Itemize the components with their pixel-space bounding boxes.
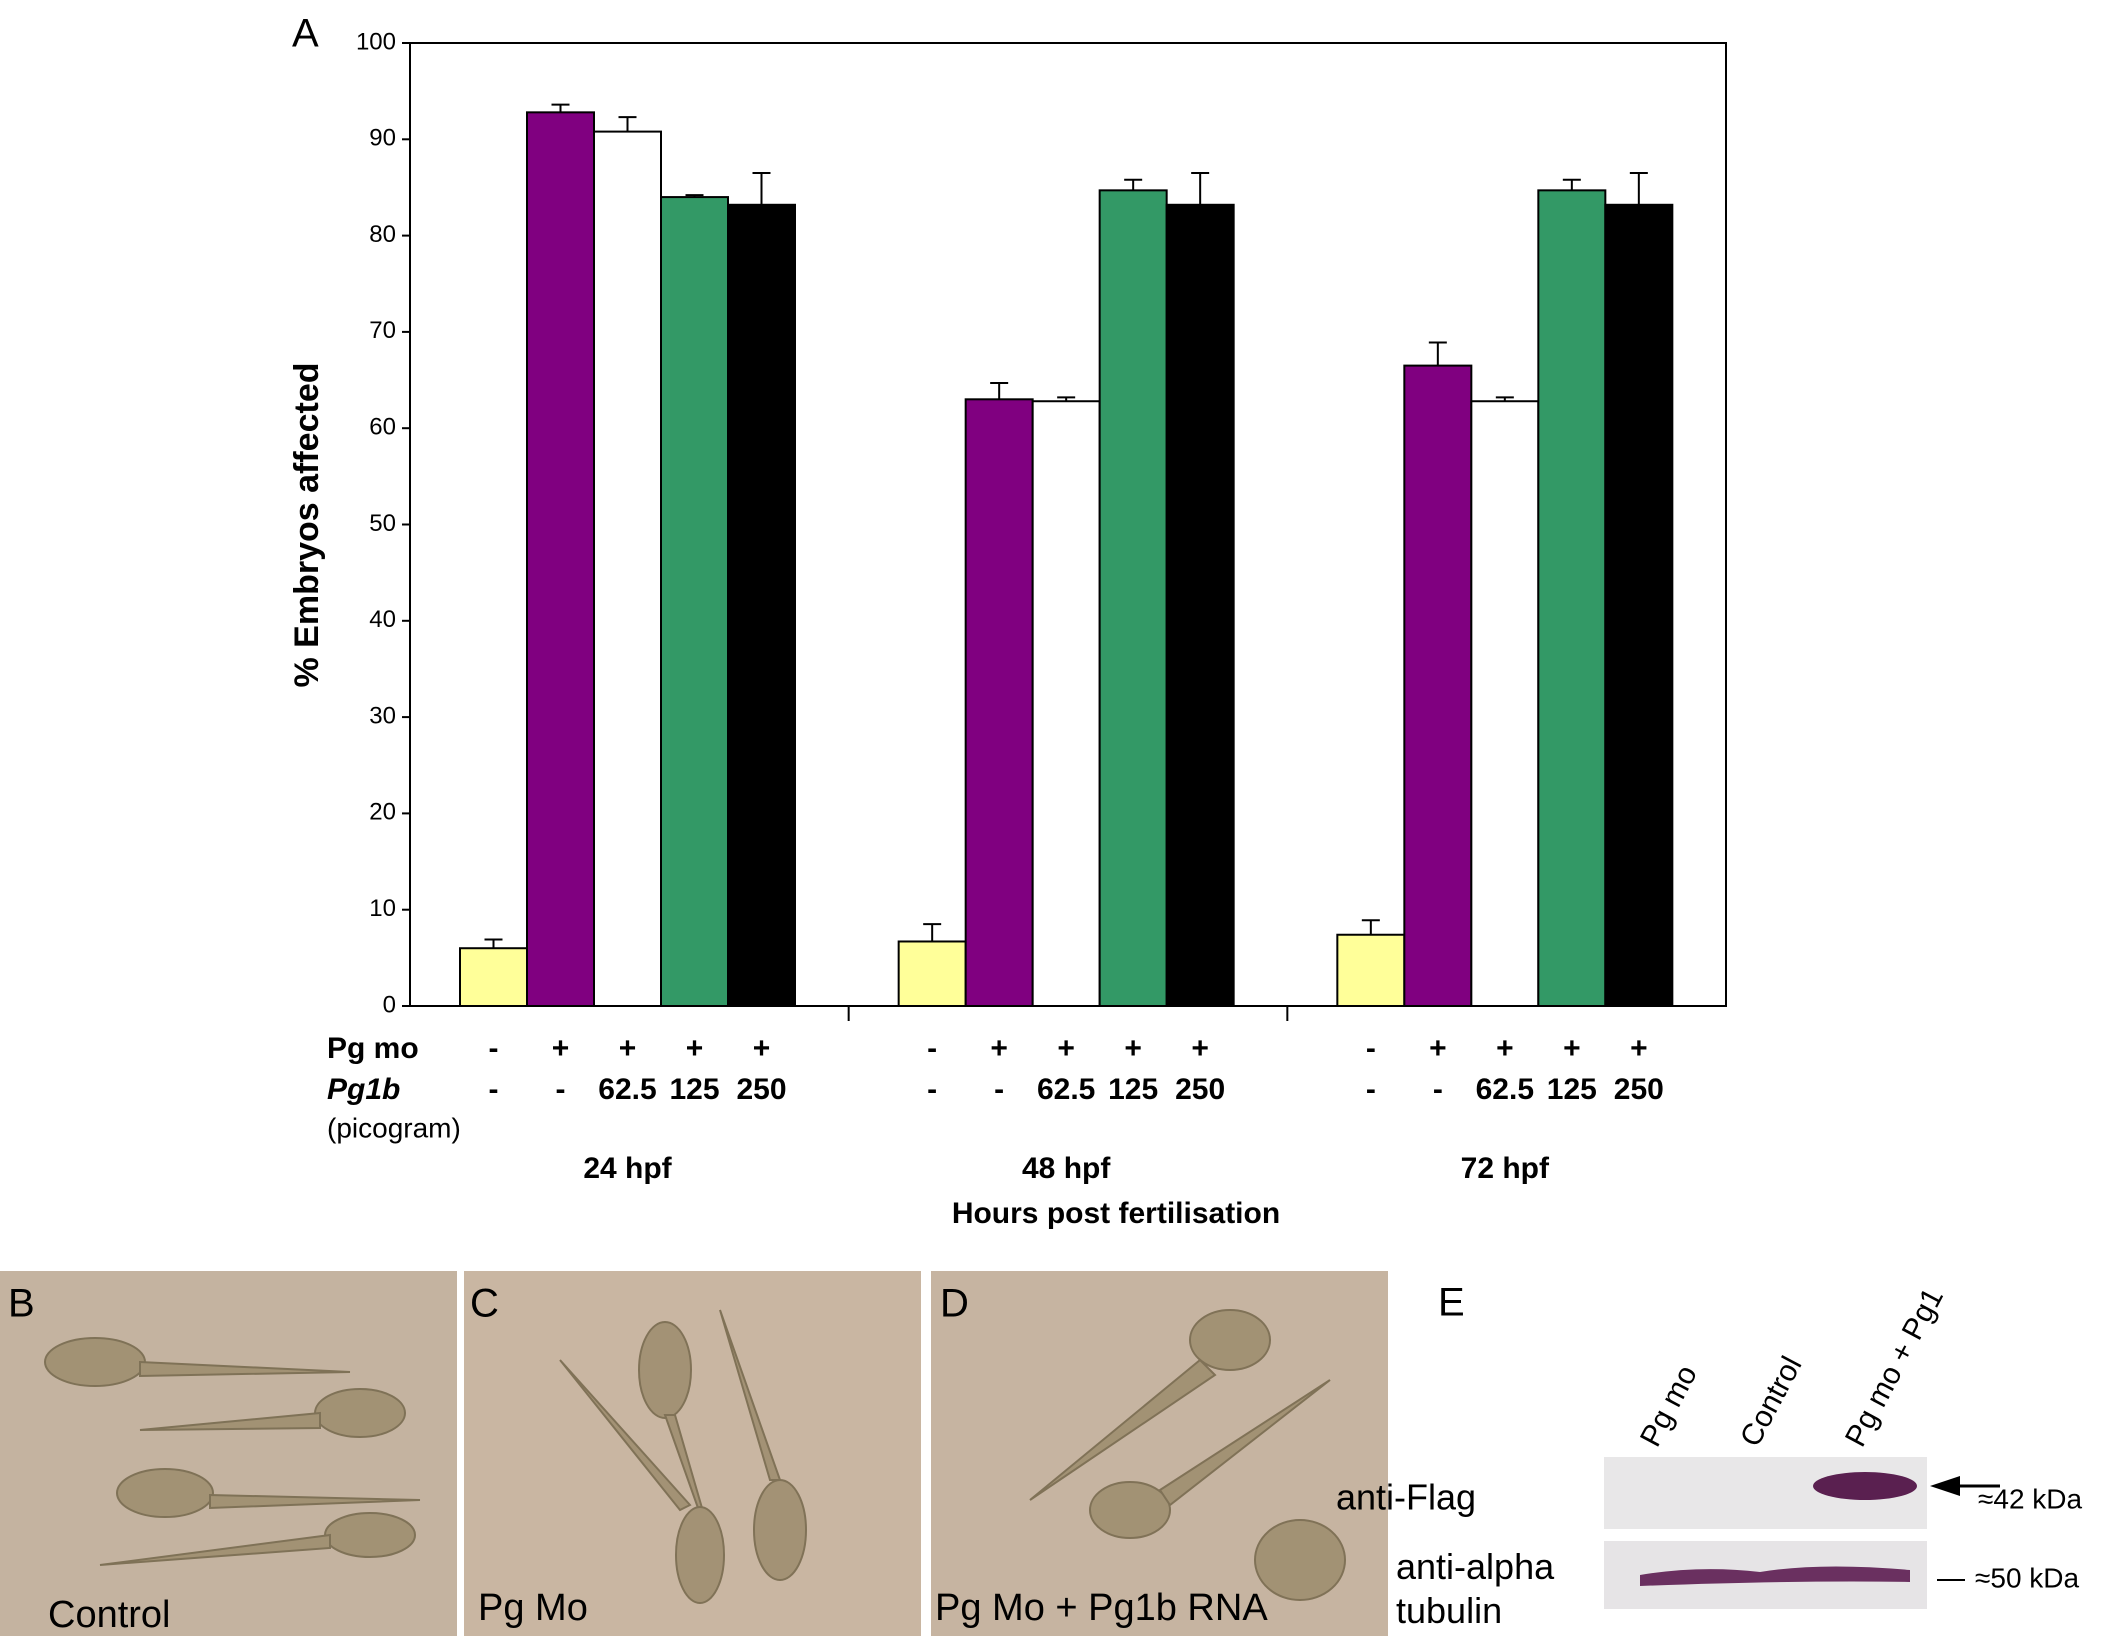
- condition-value: +: [1057, 1032, 1075, 1065]
- x-tick-label: 72 hpf: [1461, 1152, 1550, 1185]
- condition-value: -: [1433, 1073, 1443, 1106]
- row-label: anti-Flag: [1336, 1477, 1476, 1518]
- bar: [1403, 364, 1473, 1008]
- condition-value: +: [619, 1032, 637, 1065]
- condition-value: +: [1124, 1032, 1142, 1065]
- bar: [526, 111, 595, 1007]
- bar: [1336, 933, 1406, 1007]
- condition-value: +: [1563, 1032, 1581, 1065]
- condition-value: 250: [736, 1073, 786, 1106]
- x-tick-label: 48 hpf: [1022, 1152, 1111, 1185]
- y-tick-label: 50: [369, 510, 396, 537]
- y-tick-label: 30: [369, 702, 396, 729]
- y-axis-label: % Embryos affected: [288, 363, 326, 688]
- panel-letter: A: [292, 12, 319, 56]
- condition-value: 250: [1175, 1073, 1225, 1106]
- condition-value: -: [927, 1032, 937, 1065]
- condition-value: +: [1429, 1032, 1447, 1065]
- condition-value: -: [927, 1073, 937, 1106]
- y-tick-label: 70: [369, 317, 396, 344]
- lane-label: Control: [1734, 1351, 1809, 1452]
- condition-value: 125: [1108, 1073, 1158, 1106]
- row-label: anti-alpha tubulin: [1396, 1546, 1555, 1631]
- condition-value: +: [686, 1032, 704, 1065]
- condition-value: +: [1191, 1032, 1209, 1065]
- embryos: [44, 1337, 421, 1566]
- condition-value: +: [753, 1032, 771, 1065]
- bar: [1604, 203, 1674, 1007]
- photo-panel: [464, 1271, 921, 1636]
- bar: [1165, 203, 1235, 1007]
- condition-value: -: [489, 1032, 499, 1065]
- condition-label: Pg1b: [327, 1073, 400, 1106]
- condition-value: 62.5: [1476, 1073, 1534, 1106]
- panel-caption: Pg Mo: [478, 1587, 588, 1629]
- condition-value: +: [552, 1032, 570, 1065]
- lane-label: Pg mo: [1634, 1360, 1704, 1452]
- y-tick-label: 0: [383, 991, 396, 1018]
- panel-letter: B: [8, 1282, 35, 1326]
- bar: [459, 947, 528, 1007]
- panel-letter: E: [1438, 1281, 1465, 1325]
- size-label: ≈42 kDa: [1978, 1483, 2083, 1514]
- y-tick-label: 80: [369, 221, 396, 248]
- embryos: [559, 1309, 807, 1604]
- photo-panel: [931, 1271, 1388, 1636]
- condition-value: -: [556, 1073, 566, 1106]
- x-axis-label: Hours post fertilisation: [952, 1197, 1280, 1230]
- bar: [964, 398, 1034, 1007]
- y-tick-label: 20: [369, 799, 396, 826]
- condition-value: +: [1630, 1032, 1648, 1065]
- condition-value: -: [994, 1073, 1004, 1106]
- panel-letter: C: [470, 1282, 499, 1326]
- bar: [1470, 400, 1540, 1007]
- condition-value: +: [1496, 1032, 1514, 1065]
- condition-value: 62.5: [1037, 1073, 1095, 1106]
- condition-value: 125: [669, 1073, 719, 1106]
- y-tick-label: 90: [369, 125, 396, 152]
- condition-value: 125: [1547, 1073, 1597, 1106]
- condition-value: -: [489, 1073, 499, 1106]
- condition-value: -: [1366, 1073, 1376, 1106]
- bar: [1537, 189, 1607, 1008]
- bar: [593, 130, 662, 1007]
- condition-value: -: [1366, 1032, 1376, 1065]
- y-tick-label: 10: [369, 895, 396, 922]
- panel-caption: Control: [48, 1594, 171, 1636]
- panel-letter: D: [940, 1282, 969, 1326]
- band: [1640, 1566, 1910, 1586]
- photo-panel: [0, 1271, 457, 1636]
- condition-label: Pg mo: [327, 1032, 419, 1065]
- bar: [897, 940, 967, 1007]
- embryos: [1029, 1309, 1346, 1601]
- x-tick-label: 24 hpf: [583, 1152, 672, 1185]
- arrow-head: [1930, 1476, 1960, 1496]
- size-label: ≈50 kDa: [1975, 1562, 2080, 1593]
- bar: [660, 196, 729, 1007]
- bar: [727, 203, 796, 1007]
- panel-caption: Pg Mo + Pg1b RNA: [935, 1587, 1268, 1629]
- condition-value: +: [990, 1032, 1008, 1065]
- photo: [0, 1271, 457, 1636]
- bar: [1098, 189, 1168, 1008]
- condition-value: 62.5: [598, 1073, 656, 1106]
- condition-value: 250: [1614, 1073, 1664, 1106]
- band: [1813, 1472, 1917, 1500]
- unit-note: (picogram): [327, 1112, 461, 1143]
- lane-label: Pg mo + Pg1: [1839, 1283, 1950, 1452]
- y-tick-label: 100: [356, 28, 396, 55]
- y-tick-label: 60: [369, 414, 396, 441]
- bar: [1031, 400, 1101, 1007]
- row-label-box: anti-alpha tubulin: [1396, 1546, 1555, 1631]
- y-tick-label: 40: [369, 606, 396, 633]
